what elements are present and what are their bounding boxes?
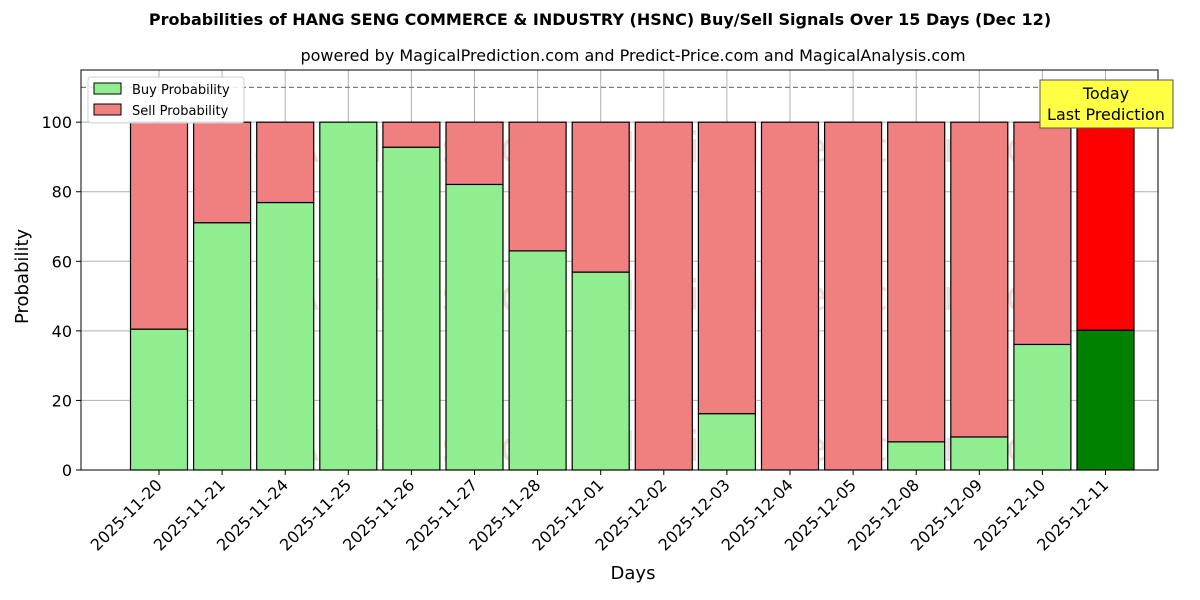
- buy-bar: [193, 222, 252, 471]
- buy-bar: [887, 441, 946, 471]
- sell-bar: [1076, 121, 1135, 331]
- y-tick-label: 40: [52, 322, 72, 341]
- x-axis-label: Days: [610, 563, 656, 584]
- sell-bar: [697, 121, 757, 415]
- sell-bar: [950, 121, 1009, 438]
- sell-bar: [382, 121, 441, 148]
- buy-bar: [1076, 329, 1135, 471]
- chart-title: Probabilities of HANG SENG COMMERCE & IN…: [148, 10, 1052, 29]
- sell-bar: [508, 121, 567, 252]
- annotation-line2: Last Prediction: [1047, 105, 1165, 124]
- sell-bar: [129, 121, 189, 330]
- plot-frame: [80, 69, 1159, 471]
- legend-sell-label: Sell Probability: [132, 104, 229, 119]
- buy-bar: [697, 413, 757, 471]
- buy-bar: [256, 201, 315, 471]
- y-tick-label: 20: [52, 391, 72, 410]
- legend-sell-swatch: [93, 103, 122, 116]
- sell-bar: [823, 121, 883, 471]
- y-tick-label: 80: [52, 183, 72, 202]
- annotation-line1: Today: [1082, 84, 1129, 103]
- today-annotation: Today Last Prediction: [1039, 79, 1174, 129]
- buy-bar: [1013, 343, 1072, 471]
- y-tick-label: 100: [41, 113, 72, 132]
- bars: [129, 121, 1135, 471]
- sell-bar: [193, 121, 252, 224]
- legend-buy-label: Buy Probability: [132, 83, 230, 98]
- y-tick-label: 60: [52, 252, 72, 271]
- sell-bar: [760, 121, 820, 471]
- y-axis-label: Probability: [12, 228, 33, 324]
- chart-subtitle: powered by MagicalPrediction.com and Pre…: [300, 46, 966, 65]
- x-axis: 2025-11-202025-11-212025-11-242025-11-25…: [87, 470, 1112, 555]
- buy-bar: [508, 250, 567, 471]
- buy-bar: [950, 436, 1009, 471]
- buy-bar: [129, 328, 189, 471]
- y-axis-label-wrap: Probability: [12, 229, 107, 345]
- sell-bar: [256, 121, 315, 204]
- sell-bar: [634, 121, 693, 471]
- buy-bar: [571, 271, 630, 471]
- sell-bar: [1013, 121, 1072, 346]
- sell-bar: [571, 121, 630, 273]
- buy-bar: [445, 183, 504, 471]
- sell-bar: [445, 121, 504, 186]
- sell-bar: [887, 121, 946, 443]
- buy-bar: [382, 146, 441, 471]
- y-tick-label: 0: [62, 461, 72, 480]
- legend: Buy Probability Sell Probability: [87, 76, 245, 124]
- legend-buy-swatch: [93, 82, 122, 95]
- y-axis: 0 20 40 60 80 100: [41, 113, 81, 480]
- buy-bar: [319, 121, 378, 471]
